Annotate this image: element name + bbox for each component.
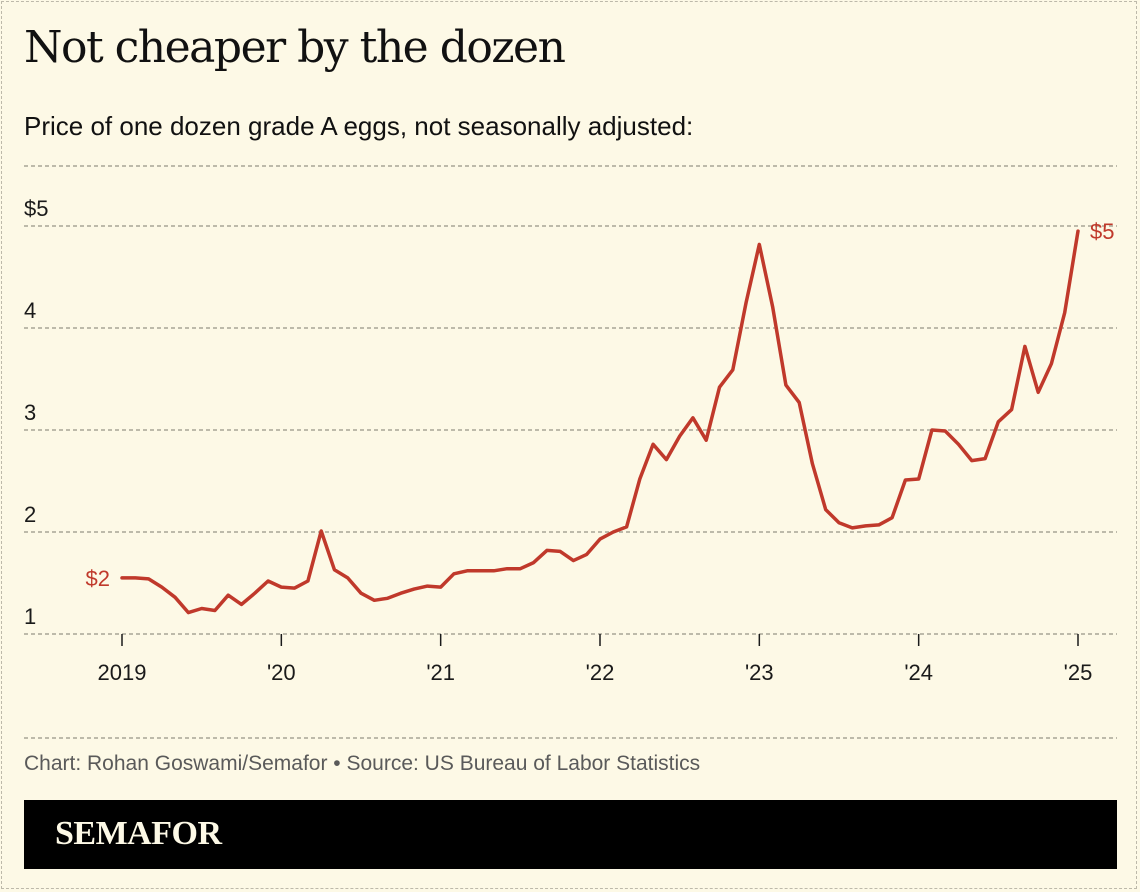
y-tick-label: 3 xyxy=(24,400,36,425)
gridlines xyxy=(24,225,1117,635)
y-tick-label: 1 xyxy=(24,604,36,629)
price-series-line xyxy=(120,229,1080,615)
y-tick-label: 4 xyxy=(24,298,36,323)
chart-subtitle: Price of one dozen grade A eggs, not sea… xyxy=(24,111,694,141)
y-tick-label: 2 xyxy=(24,502,36,527)
chart-credit: Chart: Rohan Goswami/Semafor • Source: U… xyxy=(24,752,701,775)
y-tick-label: $5 xyxy=(24,196,48,221)
x-tick-label: '23 xyxy=(745,660,774,685)
x-axis: 2019 '20 '21 '22 '23 '24 '25 xyxy=(98,634,1093,685)
chart-title: Not cheaper by the dozen xyxy=(24,22,566,73)
y-axis: $5 4 3 2 1 xyxy=(24,196,48,629)
brand-bar: SEMAFOR xyxy=(24,800,1117,869)
x-tick-label: '25 xyxy=(1064,660,1093,685)
semafor-logo: SEMAFOR xyxy=(55,815,222,852)
x-tick-label: 2019 xyxy=(98,660,147,685)
x-tick-label: '21 xyxy=(426,660,455,685)
x-tick-label: '24 xyxy=(904,660,933,685)
end-value-label: $5 xyxy=(1090,219,1114,244)
x-tick-label: '20 xyxy=(267,660,296,685)
start-value-label: $2 xyxy=(86,566,110,591)
x-tick-label: '22 xyxy=(586,660,615,685)
